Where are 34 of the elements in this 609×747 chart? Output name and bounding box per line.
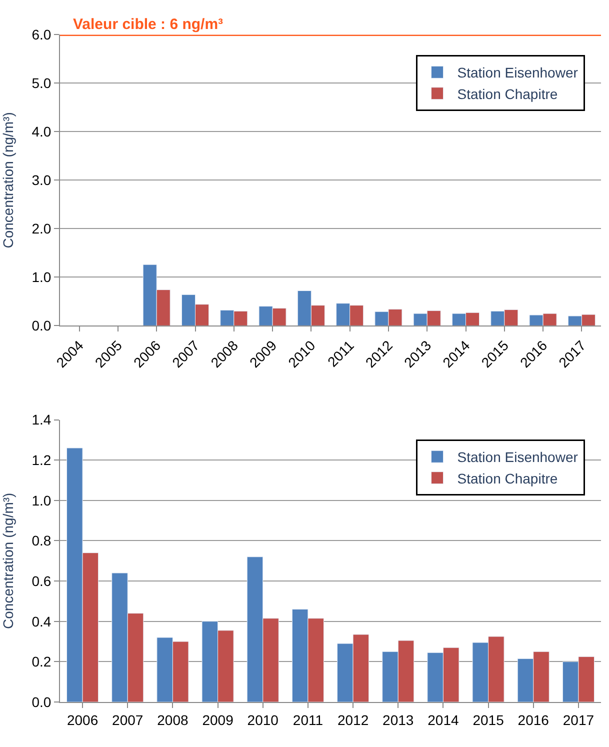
x-tick-label: 2010 xyxy=(247,712,279,728)
y-tick-label: 0.8 xyxy=(32,532,52,549)
x-tick-label: 2008 xyxy=(157,712,188,728)
x-tick-label: 2009 xyxy=(202,712,234,728)
x-tick-label: 2006 xyxy=(66,712,98,728)
legend-label: Station Eisenhower xyxy=(457,64,578,81)
y-axis-title: Concentration (ng/m³) xyxy=(0,492,16,629)
legend-label: Station Chapitre xyxy=(457,86,558,102)
x-tick-label: 2007 xyxy=(112,712,144,728)
x-tick-label: 2011 xyxy=(292,712,324,728)
y-tick-label: 2.0 xyxy=(32,220,52,237)
y-tick-label: 1.2 xyxy=(32,452,52,468)
x-tick-label: 2016 xyxy=(518,712,550,728)
y-tick-label: 0.6 xyxy=(32,572,52,589)
y-tick-label: 3.0 xyxy=(32,172,52,188)
y-tick-label: 0.0 xyxy=(32,318,52,334)
y-tick-label: 4.0 xyxy=(32,124,52,140)
y-tick-label: 1.0 xyxy=(32,492,52,508)
y-axis-title: Concentration (ng/m³) xyxy=(0,112,16,248)
x-tick-label: 2015 xyxy=(472,712,504,728)
legend-label: Station Eisenhower xyxy=(457,449,578,466)
ref-line-label: Valeur cible : 6 ng/m³ xyxy=(73,16,224,33)
x-tick-label: 2013 xyxy=(382,712,414,728)
y-tick-label: 0.0 xyxy=(32,694,52,710)
x-tick-label: 2014 xyxy=(428,712,459,728)
legend-label: Station Chapitre xyxy=(457,470,558,486)
y-tick-label: 1.0 xyxy=(32,269,52,286)
y-tick-label: 5.0 xyxy=(32,75,52,92)
y-tick-label: 0.2 xyxy=(32,654,52,670)
y-tick-label: 1.4 xyxy=(32,412,52,428)
x-tick-label: 2012 xyxy=(337,712,369,728)
y-tick-label: 0.4 xyxy=(32,613,52,630)
y-tick-label: 6.0 xyxy=(32,26,52,43)
x-tick-label: 2017 xyxy=(562,712,594,728)
